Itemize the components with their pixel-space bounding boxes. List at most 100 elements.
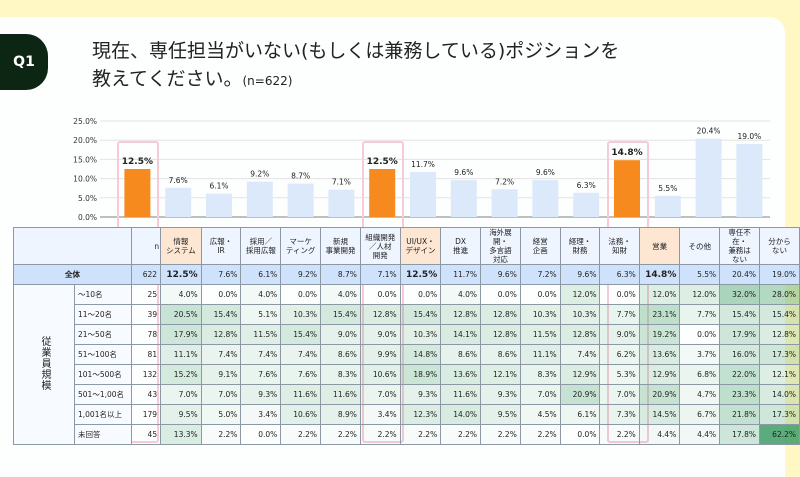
question-number: Q1: [13, 54, 35, 70]
value-cell: 2.2%: [519, 424, 561, 445]
value-cell: 9.0%: [320, 324, 361, 345]
value-cell: 17.8%: [719, 424, 760, 445]
sample-size: (n=622): [242, 74, 293, 88]
value-cell: 14.0%: [440, 404, 482, 425]
value-cell: 6.2%: [599, 344, 640, 365]
value-cell: 62.2%: [758, 424, 800, 445]
value-cell: 20.9%: [638, 384, 681, 405]
value-cell: 4.7%: [679, 384, 721, 405]
crosstab-table: n 情報 システム 広報・ IR 採用／ 採用広報 マーケ ティング 新規 事業開発 組織開発 ／人材開…: [13, 227, 800, 445]
value-cell: 12.0%: [559, 284, 601, 305]
bar-13: [654, 195, 681, 217]
value-cell: 12.9%: [559, 364, 601, 385]
row-label: 101〜500名: [74, 364, 132, 385]
row-label: 51〜100名: [74, 344, 132, 365]
value-cell: 2.2%: [359, 424, 401, 445]
value-cell: 2.2%: [440, 424, 482, 445]
value-cell: 0.0%: [240, 424, 282, 445]
value-cell: 11.1%: [519, 344, 561, 365]
row-label: 全体: [13, 264, 132, 285]
value-cell: 7.4%: [559, 344, 601, 365]
value-cell: 23.3%: [719, 384, 760, 405]
value-cell: 12.3%: [399, 404, 442, 425]
value-cell: 4.4%: [679, 424, 721, 445]
y-tick-label: 0.0%: [78, 213, 97, 222]
value-cell: 8.9%: [320, 404, 361, 425]
value-cell: 2.2%: [200, 424, 242, 445]
value-cell: 6.1%: [240, 264, 282, 285]
bar-6: [369, 169, 396, 217]
value-cell: 2.2%: [280, 424, 322, 445]
value-cell: 2.2%: [320, 424, 361, 445]
value-cell: 7.4%: [200, 344, 242, 365]
data-label: 14.8%: [611, 148, 642, 158]
value-cell: 17.9%: [719, 324, 760, 345]
n-cell: 45: [130, 424, 162, 445]
table-row: 501〜1,00名 43 7.0% 7.0% 9.3% 11.6% 11.6% 7.0% 9.3…: [14, 384, 800, 405]
value-cell: 7.2%: [519, 264, 561, 285]
row-label: 501〜1,00名: [74, 384, 132, 405]
value-cell: 14.8%: [638, 264, 681, 285]
value-cell: 0.0%: [399, 284, 442, 305]
data-label: 11.7%: [411, 160, 435, 169]
bar-8: [450, 180, 477, 217]
value-cell: 7.0%: [200, 384, 242, 405]
column-header: 情報 システム: [160, 227, 202, 265]
value-cell: 9.0%: [599, 324, 640, 345]
value-cell: 14.5%: [638, 404, 681, 425]
bar-15: [736, 144, 763, 217]
value-cell: 14.1%: [440, 324, 482, 345]
value-cell: 11.6%: [440, 384, 482, 405]
column-header: 組織開発 ／人材 開発: [359, 227, 401, 265]
table-row: 51〜100名 81 11.1% 7.4% 7.4% 7.4% 8.6% 9.9% 14.8% 8…: [14, 344, 800, 365]
value-cell: 12.1%: [480, 364, 521, 385]
value-cell: 4.4%: [638, 424, 681, 445]
column-header: 経営 企画: [519, 227, 561, 265]
value-cell: 15.4%: [399, 304, 442, 325]
value-cell: 20.4%: [719, 264, 760, 285]
column-header: 広報・ IR: [200, 227, 242, 265]
total-row: 全体 622 12.5% 7.6% 6.1% 9.2% 8.7% 7.1% 12.5% 11.7%…: [13, 264, 800, 285]
y-tick-label: 20.0%: [73, 136, 97, 145]
column-header: 経理・ 財務: [559, 227, 601, 265]
value-cell: 10.3%: [559, 304, 601, 325]
question-badge: Q1: [0, 34, 48, 90]
n-cell: 39: [130, 304, 162, 325]
bar-14: [695, 138, 722, 217]
value-cell: 5.5%: [679, 264, 721, 285]
group-label: 従業員規模: [39, 336, 50, 391]
value-cell: 9.3%: [399, 384, 442, 405]
value-cell: 21.8%: [719, 404, 760, 425]
value-cell: 5.0%: [200, 404, 242, 425]
value-cell: 2.2%: [399, 424, 442, 445]
table-row: 従業員規模 〜10名 25 4.0% 0.0% 4.0% 0.0% 4.0% 0.0% 0.0% 4…: [13, 284, 800, 445]
y-tick-label: 25.0%: [73, 117, 97, 126]
data-label: 6.3%: [577, 181, 596, 190]
value-cell: 7.7%: [599, 304, 640, 325]
data-label: 12.5%: [122, 157, 153, 167]
value-cell: 6.3%: [599, 264, 640, 285]
value-cell: 11.5%: [240, 324, 282, 345]
table-row: 未回答 45 13.3% 2.2% 0.0% 2.2% 2.2% 2.2% 2.2% 2.2% 2.…: [14, 424, 800, 445]
column-header: 海外展開・ 多言語 対応: [480, 227, 521, 265]
value-cell: 15.4%: [719, 304, 760, 325]
data-label: 20.4%: [697, 127, 721, 136]
value-cell: 12.8%: [480, 304, 521, 325]
value-cell: 7.7%: [679, 304, 721, 325]
column-header: マーケ ティング: [280, 227, 322, 265]
column-header: 分から ない: [758, 227, 800, 265]
corner-cell: [13, 227, 132, 265]
column-header: 採用／ 採用広報: [240, 227, 282, 265]
value-cell: 16.0%: [719, 344, 760, 365]
value-cell: 7.6%: [240, 364, 282, 385]
bar-0: [124, 169, 151, 217]
value-cell: 7.4%: [240, 344, 282, 365]
y-tick-label: 10.0%: [73, 175, 97, 184]
value-cell: 18.9%: [399, 364, 442, 385]
value-cell: 2.2%: [480, 424, 521, 445]
bar-10: [532, 180, 559, 217]
n-cell: 132: [130, 364, 162, 385]
column-header: 法務・ 知財: [599, 227, 640, 265]
value-cell: 7.1%: [359, 264, 401, 285]
data-label: 7.6%: [169, 176, 188, 185]
